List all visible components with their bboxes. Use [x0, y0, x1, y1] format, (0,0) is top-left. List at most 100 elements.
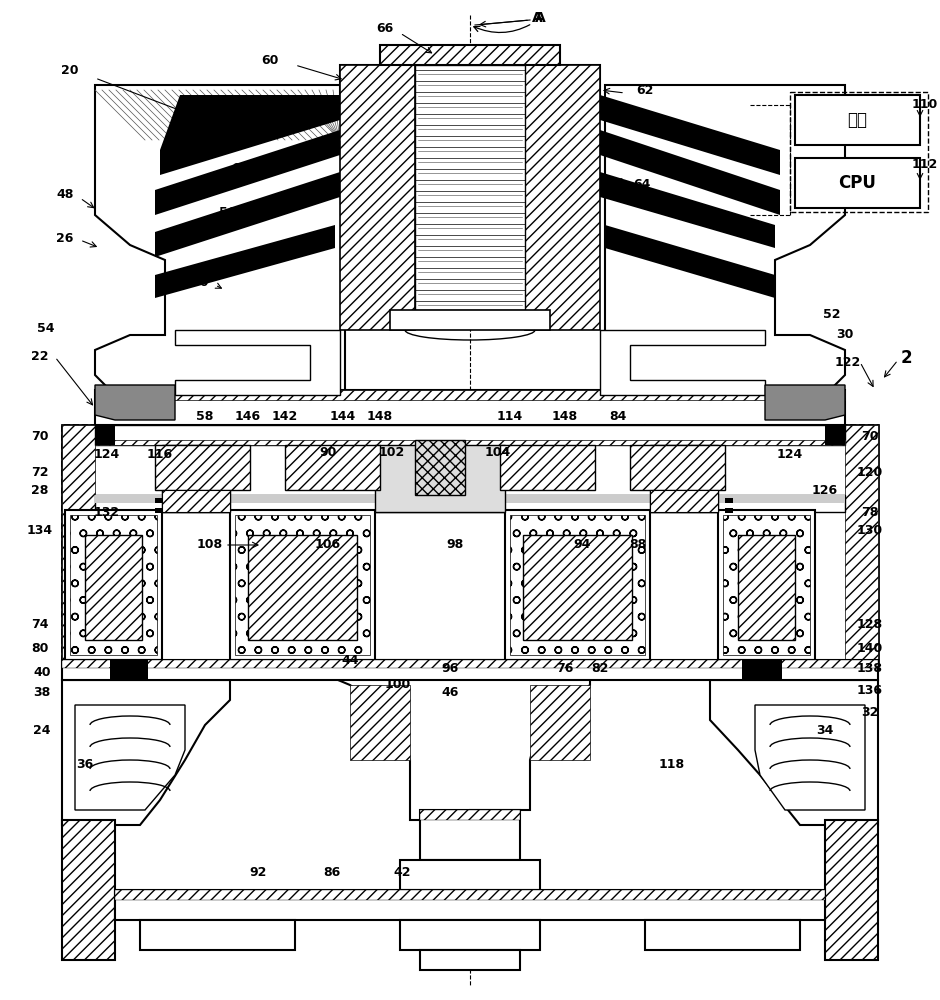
- Polygon shape: [500, 445, 595, 490]
- Polygon shape: [738, 535, 795, 640]
- Text: 132: 132: [94, 506, 120, 518]
- Text: 82: 82: [591, 662, 609, 674]
- Text: 98: 98: [446, 538, 463, 552]
- Polygon shape: [523, 535, 632, 640]
- Text: 68: 68: [212, 104, 228, 116]
- Text: 94: 94: [573, 538, 590, 552]
- Text: 44: 44: [341, 654, 359, 666]
- Text: 134: 134: [27, 524, 53, 536]
- Text: 28: 28: [31, 484, 49, 496]
- Polygon shape: [375, 445, 505, 512]
- Text: 38: 38: [34, 686, 51, 698]
- Text: 22: 22: [31, 351, 49, 363]
- Text: 138: 138: [857, 662, 883, 674]
- Polygon shape: [62, 820, 115, 960]
- Polygon shape: [530, 685, 590, 760]
- Polygon shape: [350, 685, 410, 760]
- Text: 120: 120: [857, 466, 883, 479]
- Text: 电源: 电源: [847, 111, 867, 129]
- Polygon shape: [62, 425, 95, 665]
- Text: 64: 64: [231, 161, 249, 174]
- Polygon shape: [95, 85, 345, 395]
- Text: 62: 62: [636, 84, 653, 97]
- Text: 24: 24: [33, 724, 51, 736]
- Text: 104: 104: [485, 446, 511, 458]
- Polygon shape: [340, 65, 600, 95]
- Polygon shape: [95, 390, 845, 400]
- Polygon shape: [650, 445, 718, 512]
- Text: 48: 48: [56, 188, 73, 202]
- Text: 110: 110: [912, 99, 938, 111]
- Polygon shape: [62, 680, 230, 825]
- Text: 50: 50: [191, 276, 209, 290]
- Polygon shape: [525, 65, 600, 330]
- Bar: [725, 508, 733, 513]
- Polygon shape: [420, 810, 520, 820]
- Polygon shape: [650, 490, 718, 512]
- Bar: [725, 498, 733, 503]
- Text: 148: 148: [552, 410, 578, 422]
- Polygon shape: [285, 445, 380, 490]
- Polygon shape: [162, 490, 230, 512]
- Polygon shape: [390, 310, 550, 330]
- Text: 128: 128: [857, 618, 883, 632]
- Polygon shape: [600, 172, 775, 248]
- Text: 20: 20: [61, 64, 79, 77]
- Polygon shape: [75, 705, 185, 810]
- Text: 146: 146: [235, 410, 261, 422]
- Text: 124: 124: [94, 448, 120, 460]
- Bar: [155, 498, 163, 503]
- Text: 140: 140: [857, 642, 883, 654]
- Polygon shape: [710, 680, 878, 825]
- Text: 92: 92: [249, 865, 267, 879]
- Polygon shape: [755, 705, 865, 810]
- Bar: [155, 508, 163, 513]
- Text: 144: 144: [330, 410, 356, 422]
- Text: 108: 108: [197, 538, 223, 552]
- Polygon shape: [400, 860, 540, 890]
- Text: CPU: CPU: [838, 174, 876, 192]
- Text: 2: 2: [901, 349, 912, 367]
- Polygon shape: [95, 425, 845, 445]
- Text: 84: 84: [609, 410, 627, 422]
- Text: 46: 46: [441, 686, 459, 698]
- Polygon shape: [415, 65, 525, 310]
- Polygon shape: [85, 535, 142, 640]
- Text: 80: 80: [31, 642, 49, 654]
- Text: 86: 86: [323, 865, 340, 879]
- Polygon shape: [248, 535, 357, 640]
- Text: 102: 102: [379, 446, 405, 458]
- Polygon shape: [742, 660, 782, 680]
- Polygon shape: [795, 95, 920, 145]
- Text: 96: 96: [442, 662, 459, 674]
- Polygon shape: [765, 385, 845, 420]
- Text: 112: 112: [912, 158, 938, 172]
- Text: 116: 116: [147, 448, 173, 460]
- Polygon shape: [175, 330, 340, 395]
- Polygon shape: [600, 330, 765, 395]
- Polygon shape: [380, 45, 560, 65]
- Polygon shape: [155, 130, 340, 215]
- Text: 122: 122: [835, 356, 861, 368]
- Text: 26: 26: [56, 232, 73, 244]
- Text: 40: 40: [33, 666, 51, 678]
- Text: A: A: [532, 11, 542, 25]
- Polygon shape: [600, 95, 780, 175]
- Polygon shape: [235, 515, 370, 655]
- Text: 74: 74: [31, 618, 49, 632]
- Polygon shape: [155, 445, 250, 490]
- Polygon shape: [645, 920, 800, 950]
- Text: 136: 136: [857, 684, 883, 696]
- Polygon shape: [95, 495, 845, 503]
- Text: 90: 90: [320, 446, 337, 458]
- Text: 32: 32: [861, 706, 879, 718]
- Polygon shape: [110, 660, 148, 680]
- Text: 70: 70: [861, 430, 879, 442]
- Polygon shape: [115, 890, 825, 900]
- Text: 42: 42: [393, 865, 411, 879]
- Text: 56: 56: [219, 206, 237, 219]
- Polygon shape: [340, 65, 415, 330]
- Text: 72: 72: [31, 466, 49, 479]
- Polygon shape: [825, 425, 845, 445]
- Polygon shape: [723, 515, 810, 655]
